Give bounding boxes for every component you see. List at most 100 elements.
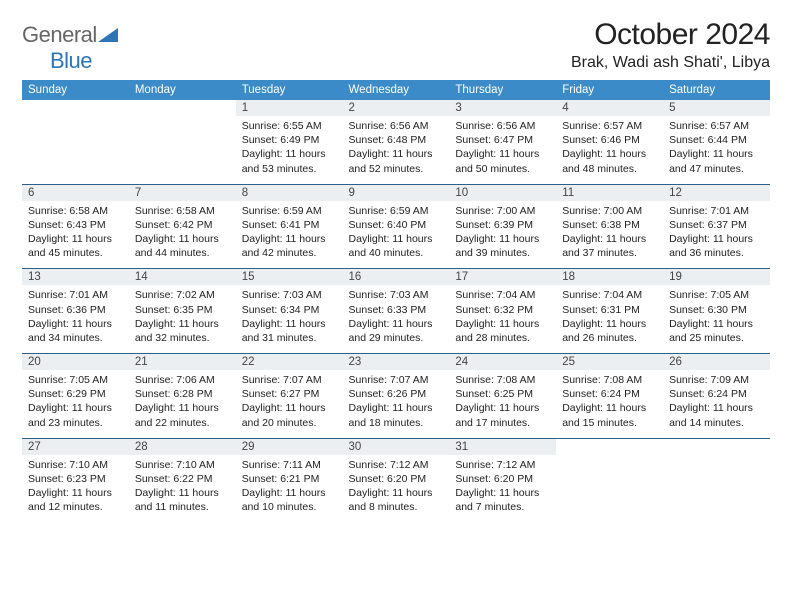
day-number: 3 (449, 100, 556, 116)
day-line: Sunset: 6:31 PM (562, 303, 657, 317)
day-line: Sunrise: 7:04 AM (562, 288, 657, 302)
day-line: Sunrise: 7:07 AM (349, 373, 444, 387)
day-body: Sunrise: 7:00 AMSunset: 6:39 PMDaylight:… (449, 201, 556, 269)
day-line: Sunset: 6:48 PM (349, 133, 444, 147)
day-body: Sunrise: 6:57 AMSunset: 6:44 PMDaylight:… (663, 116, 770, 184)
day-number: 9 (343, 184, 450, 201)
day-number: 1 (236, 100, 343, 116)
calendar-day-cell: 22Sunrise: 7:07 AMSunset: 6:27 PMDayligh… (236, 353, 343, 438)
day-line: Daylight: 11 hours (242, 147, 337, 161)
calendar-day-cell: 30Sunrise: 7:12 AMSunset: 6:20 PMDayligh… (343, 438, 450, 523)
day-header: Saturday (663, 80, 770, 100)
day-number: 31 (449, 438, 556, 455)
day-line: Daylight: 11 hours (669, 401, 764, 415)
calendar-day-cell: 13Sunrise: 7:01 AMSunset: 6:36 PMDayligh… (22, 268, 129, 353)
day-number: 29 (236, 438, 343, 455)
day-line: and 29 minutes. (349, 331, 444, 345)
day-line: Sunset: 6:41 PM (242, 218, 337, 232)
day-line: and 39 minutes. (455, 246, 550, 260)
brand-logo: General Blue (22, 18, 118, 74)
day-line: Sunrise: 7:10 AM (135, 458, 230, 472)
day-body: Sunrise: 7:05 AMSunset: 6:29 PMDaylight:… (22, 370, 129, 438)
day-number: 26 (663, 353, 770, 370)
day-line: Sunset: 6:49 PM (242, 133, 337, 147)
day-number: 8 (236, 184, 343, 201)
day-number: 27 (22, 438, 129, 455)
calendar-day-cell: 31Sunrise: 7:12 AMSunset: 6:20 PMDayligh… (449, 438, 556, 523)
day-line: and 25 minutes. (669, 331, 764, 345)
day-header: Monday (129, 80, 236, 100)
day-number (129, 100, 236, 116)
logo-text: General Blue (22, 22, 118, 74)
day-line: Sunrise: 6:59 AM (349, 204, 444, 218)
day-line: Sunrise: 7:11 AM (242, 458, 337, 472)
day-line: and 23 minutes. (28, 416, 123, 430)
calendar-day-cell: 2Sunrise: 6:56 AMSunset: 6:48 PMDaylight… (343, 100, 450, 184)
calendar-day-cell: 5Sunrise: 6:57 AMSunset: 6:44 PMDaylight… (663, 100, 770, 184)
day-number: 13 (22, 268, 129, 285)
day-line: Sunset: 6:36 PM (28, 303, 123, 317)
day-line: and 20 minutes. (242, 416, 337, 430)
day-line: Sunrise: 7:03 AM (242, 288, 337, 302)
day-line: Daylight: 11 hours (669, 317, 764, 331)
day-line: and 48 minutes. (562, 162, 657, 176)
day-number: 23 (343, 353, 450, 370)
page-header: General Blue October 2024 Brak, Wadi ash… (22, 18, 770, 74)
day-body (129, 116, 236, 176)
day-line: Daylight: 11 hours (349, 486, 444, 500)
day-line: and 17 minutes. (455, 416, 550, 430)
day-line: Daylight: 11 hours (135, 232, 230, 246)
day-number: 6 (22, 184, 129, 201)
day-line: and 37 minutes. (562, 246, 657, 260)
day-line: and 36 minutes. (669, 246, 764, 260)
day-line: and 22 minutes. (135, 416, 230, 430)
day-line: Sunrise: 7:01 AM (28, 288, 123, 302)
day-line: Sunset: 6:39 PM (455, 218, 550, 232)
day-line: Sunset: 6:30 PM (669, 303, 764, 317)
day-body: Sunrise: 7:01 AMSunset: 6:36 PMDaylight:… (22, 285, 129, 353)
day-line: Sunset: 6:37 PM (669, 218, 764, 232)
logo-word-blue: Blue (50, 48, 92, 73)
day-number: 14 (129, 268, 236, 285)
day-number: 19 (663, 268, 770, 285)
day-line: and 53 minutes. (242, 162, 337, 176)
day-line: Sunrise: 7:10 AM (28, 458, 123, 472)
day-line: Sunset: 6:42 PM (135, 218, 230, 232)
day-body: Sunrise: 7:08 AMSunset: 6:24 PMDaylight:… (556, 370, 663, 438)
day-line: Sunrise: 7:06 AM (135, 373, 230, 387)
day-number (22, 100, 129, 116)
calendar-day-cell: 17Sunrise: 7:04 AMSunset: 6:32 PMDayligh… (449, 268, 556, 353)
day-line: and 11 minutes. (135, 500, 230, 514)
day-body: Sunrise: 6:55 AMSunset: 6:49 PMDaylight:… (236, 116, 343, 184)
day-body: Sunrise: 7:03 AMSunset: 6:33 PMDaylight:… (343, 285, 450, 353)
day-line: Sunrise: 7:05 AM (669, 288, 764, 302)
day-line: Sunrise: 6:55 AM (242, 119, 337, 133)
day-line: Sunrise: 6:58 AM (28, 204, 123, 218)
day-number: 10 (449, 184, 556, 201)
day-line: Daylight: 11 hours (28, 317, 123, 331)
calendar-day-cell: 12Sunrise: 7:01 AMSunset: 6:37 PMDayligh… (663, 184, 770, 269)
day-line: and 26 minutes. (562, 331, 657, 345)
day-line: Daylight: 11 hours (135, 317, 230, 331)
day-line: Sunset: 6:44 PM (669, 133, 764, 147)
day-line: and 45 minutes. (28, 246, 123, 260)
day-number: 30 (343, 438, 450, 455)
calendar-day-cell: 28Sunrise: 7:10 AMSunset: 6:22 PMDayligh… (129, 438, 236, 523)
day-line: and 44 minutes. (135, 246, 230, 260)
day-number (556, 438, 663, 455)
day-line: Sunset: 6:29 PM (28, 387, 123, 401)
day-line: Sunset: 6:38 PM (562, 218, 657, 232)
day-line: and 42 minutes. (242, 246, 337, 260)
day-body: Sunrise: 7:01 AMSunset: 6:37 PMDaylight:… (663, 201, 770, 269)
logo-word-general: General (22, 22, 97, 47)
day-line: Sunset: 6:35 PM (135, 303, 230, 317)
day-header: Sunday (22, 80, 129, 100)
day-line: Sunset: 6:40 PM (349, 218, 444, 232)
day-header: Friday (556, 80, 663, 100)
day-body: Sunrise: 6:56 AMSunset: 6:48 PMDaylight:… (343, 116, 450, 184)
day-line: Sunset: 6:32 PM (455, 303, 550, 317)
day-body: Sunrise: 7:04 AMSunset: 6:31 PMDaylight:… (556, 285, 663, 353)
day-line: and 31 minutes. (242, 331, 337, 345)
day-body: Sunrise: 7:12 AMSunset: 6:20 PMDaylight:… (449, 455, 556, 523)
calendar-week-row: 27Sunrise: 7:10 AMSunset: 6:23 PMDayligh… (22, 438, 770, 523)
